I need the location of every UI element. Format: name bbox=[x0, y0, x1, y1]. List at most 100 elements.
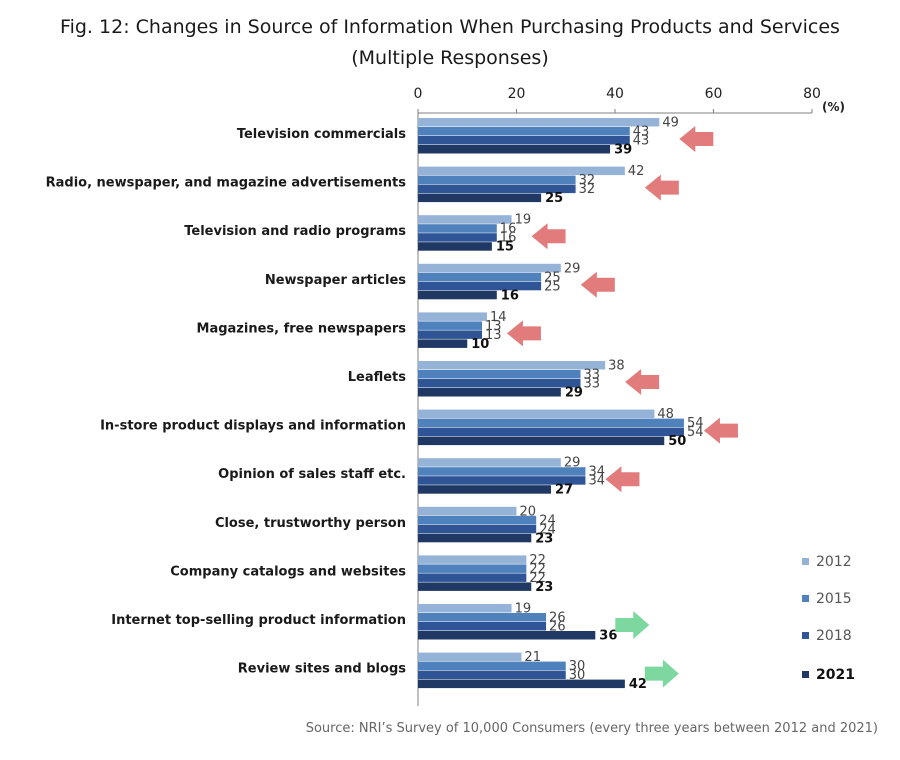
bar-2021 bbox=[418, 388, 561, 397]
data-label-2015: 22 bbox=[529, 562, 546, 577]
data-label-2012: 20 bbox=[520, 504, 537, 519]
data-label-2015: 30 bbox=[569, 659, 586, 674]
data-label-2018: 16 bbox=[500, 231, 517, 246]
bar-2018 bbox=[418, 330, 483, 339]
bar-2015 bbox=[418, 515, 537, 525]
data-label-2018: 26 bbox=[549, 620, 566, 635]
bar-2012 bbox=[418, 604, 512, 613]
data-label-2021: 27 bbox=[555, 483, 573, 498]
bar-2012 bbox=[418, 361, 606, 370]
x-tick-label: 40 bbox=[606, 86, 624, 102]
bar-2012 bbox=[418, 458, 561, 467]
category-label: Magazines, free newspapers bbox=[197, 321, 407, 336]
data-label-2012: 49 bbox=[662, 116, 679, 131]
data-label-2012: 22 bbox=[529, 553, 546, 568]
bar-2012 bbox=[418, 652, 522, 662]
bar-2021 bbox=[418, 582, 532, 591]
category-label: Close, trustworthy person bbox=[215, 516, 406, 531]
bar-2015 bbox=[418, 467, 586, 476]
bar-2021 bbox=[418, 436, 665, 446]
x-tick-label: 60 bbox=[705, 86, 723, 102]
chart-subtitle: (Multiple Responses) bbox=[351, 47, 549, 69]
data-label-2012: 48 bbox=[657, 407, 674, 422]
x-axis-unit: (%) bbox=[822, 100, 845, 114]
category-label: Television commercials bbox=[237, 127, 406, 142]
bar-2018 bbox=[418, 136, 630, 145]
bar-2018 bbox=[418, 476, 586, 485]
legend-label-2012: 2012 bbox=[816, 554, 852, 570]
category-label: Television and radio programs bbox=[184, 224, 406, 239]
data-label-2012: 21 bbox=[524, 650, 541, 665]
bar-2015 bbox=[418, 224, 497, 233]
data-label-2021: 42 bbox=[629, 677, 647, 692]
legend-swatch-2018 bbox=[802, 632, 809, 639]
data-label-2018: 24 bbox=[539, 522, 556, 537]
data-label-2018: 22 bbox=[529, 571, 546, 586]
bar-2012 bbox=[418, 506, 517, 516]
category-label: Opinion of sales staff etc. bbox=[218, 467, 406, 482]
chart-title: Fig. 12: Changes in Source of Informatio… bbox=[60, 16, 840, 38]
bar-2021 bbox=[418, 631, 596, 640]
bar-2021 bbox=[418, 533, 532, 543]
data-label-2015: 32 bbox=[579, 173, 596, 188]
data-label-2015: 43 bbox=[633, 125, 650, 140]
data-label-2012: 38 bbox=[608, 359, 625, 374]
data-label-2018: 30 bbox=[569, 668, 586, 683]
bar-2021 bbox=[418, 290, 497, 300]
decrease-arrow-icon bbox=[625, 369, 660, 395]
bar-2012 bbox=[418, 118, 660, 127]
bar-2015 bbox=[418, 661, 566, 671]
category-label: In-store product displays and informatio… bbox=[100, 419, 406, 434]
bar-2021 bbox=[418, 242, 492, 251]
data-label-2021: 15 bbox=[496, 240, 514, 255]
data-label-2021: 29 bbox=[565, 386, 583, 401]
bar-2015 bbox=[418, 175, 576, 185]
legend-swatch-2012 bbox=[802, 558, 809, 565]
decrease-arrow-icon bbox=[531, 223, 566, 250]
category-label: Review sites and blogs bbox=[238, 662, 406, 677]
bar-2012 bbox=[418, 166, 625, 176]
data-label-2018: 54 bbox=[687, 425, 704, 440]
bar-2018 bbox=[418, 622, 547, 631]
increase-arrow-icon bbox=[615, 611, 650, 639]
bar-2018 bbox=[418, 281, 542, 291]
data-label-2021: 23 bbox=[535, 531, 553, 546]
bar-2018 bbox=[418, 233, 497, 242]
data-label-2018: 13 bbox=[485, 328, 502, 343]
increase-arrow-icon bbox=[644, 659, 679, 688]
category-label: Newspaper articles bbox=[265, 273, 406, 288]
bar-2018 bbox=[418, 573, 527, 582]
data-label-2018: 33 bbox=[584, 377, 601, 392]
data-label-2018: 43 bbox=[633, 134, 650, 149]
decrease-arrow-icon bbox=[679, 126, 714, 152]
legend-label-2015: 2015 bbox=[816, 591, 852, 607]
bar-2015 bbox=[418, 272, 542, 282]
bar-2021 bbox=[418, 485, 551, 494]
bar-2012 bbox=[418, 263, 561, 273]
data-label-2021: 50 bbox=[668, 434, 686, 449]
x-tick-label: 0 bbox=[414, 86, 423, 102]
category-label: Company catalogs and websites bbox=[170, 564, 406, 579]
data-label-2012: 19 bbox=[515, 602, 532, 617]
bar-2015 bbox=[418, 613, 547, 622]
category-label: Radio, newspaper, and magazine advertise… bbox=[46, 176, 407, 191]
bar-2021 bbox=[418, 339, 468, 348]
decrease-arrow-icon bbox=[644, 174, 679, 201]
bar-2012 bbox=[418, 409, 655, 419]
decrease-arrow-icon bbox=[506, 320, 541, 347]
data-label-2015: 33 bbox=[584, 368, 601, 383]
category-label: Internet top-selling product information bbox=[111, 613, 406, 628]
data-label-2021: 10 bbox=[471, 337, 489, 352]
data-label-2018: 32 bbox=[579, 182, 596, 197]
legend-label-2018: 2018 bbox=[816, 628, 852, 644]
data-label-2015: 54 bbox=[687, 416, 704, 431]
category-label: Leaflets bbox=[348, 370, 407, 385]
bar-2012 bbox=[418, 312, 487, 321]
bar-2018 bbox=[418, 670, 566, 680]
data-label-2018: 25 bbox=[544, 279, 561, 294]
bar-2018 bbox=[418, 184, 576, 194]
data-label-2012: 29 bbox=[564, 261, 581, 276]
bar-2021 bbox=[418, 193, 542, 203]
bar-2012 bbox=[418, 215, 512, 224]
